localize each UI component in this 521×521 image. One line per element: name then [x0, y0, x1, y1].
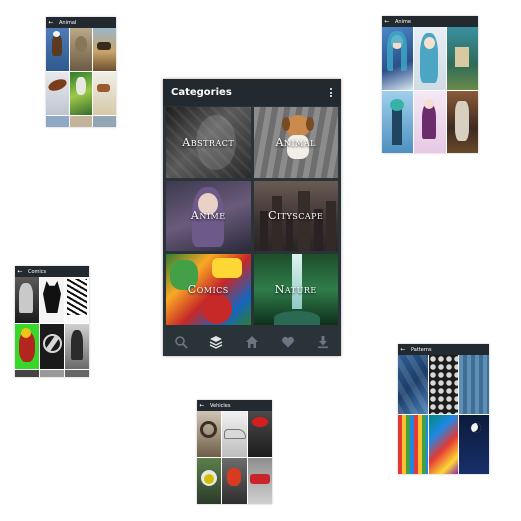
thumbnail-vehicle-4[interactable]: [197, 458, 222, 504]
thumbnail-anime-6[interactable]: [446, 90, 478, 153]
mini-title: Comics: [28, 268, 47, 275]
thumbnail-partial: [15, 370, 39, 377]
thumbnail-comic-5[interactable]: [40, 323, 64, 370]
mini-title: Animal: [59, 19, 77, 26]
thumbnail-pattern-4[interactable]: [398, 415, 428, 474]
mini-screen-vehicles: ← Vehicles: [197, 400, 272, 504]
thumbnail-vehicle-5[interactable]: [222, 458, 247, 504]
heart-icon[interactable]: [278, 332, 298, 352]
layers-icon[interactable]: [206, 332, 226, 352]
main-screen-categories: Categories Abstract Animal Anime: [163, 79, 341, 356]
category-tile-animal[interactable]: Animal: [253, 107, 338, 178]
mini-screen-comics: ← Comics: [15, 266, 89, 377]
thumbnail-horse[interactable]: [93, 28, 116, 72]
mini-app-bar: ← Patterns: [398, 344, 489, 355]
thumbnail-pattern-5[interactable]: [428, 415, 459, 474]
thumbnail-anime-4[interactable]: [382, 90, 414, 153]
thumbnail-anime-5[interactable]: [414, 90, 446, 153]
mini-app-bar: ← Animal: [46, 17, 116, 28]
thumbnail-comic-6[interactable]: [65, 323, 89, 370]
category-label: Abstract: [182, 135, 235, 149]
thumbnail-owl[interactable]: [69, 28, 93, 72]
thumbnail-anime-3[interactable]: [446, 27, 478, 90]
category-tile-nature[interactable]: Nature: [253, 254, 338, 325]
thumbnail-pattern-3[interactable]: [459, 355, 489, 414]
thumbnail-partial: [93, 116, 116, 127]
thumbnail-parrot[interactable]: [69, 72, 93, 116]
thumbnail-comic-4[interactable]: [15, 323, 39, 370]
back-arrow-icon[interactable]: ←: [17, 268, 23, 275]
mini-title: Anime: [395, 18, 411, 25]
mini-screen-animal: ← Animal: [46, 17, 116, 127]
thumbnail-partial: [40, 370, 64, 377]
category-label: Comics: [187, 283, 229, 297]
thumbnail-pattern-1[interactable]: [398, 355, 428, 414]
thumbnail-grid: [197, 411, 272, 504]
category-tile-anime[interactable]: Anime: [166, 180, 251, 252]
back-arrow-icon[interactable]: ←: [199, 402, 205, 409]
thumbnail-comic-3[interactable]: [65, 277, 89, 323]
download-icon[interactable]: [313, 332, 333, 352]
home-icon[interactable]: [242, 332, 262, 352]
search-icon[interactable]: [171, 332, 191, 352]
category-label: Nature: [274, 283, 317, 297]
category-label: Animal: [275, 135, 316, 149]
thumbnail-pattern-2[interactable]: [428, 355, 459, 414]
category-label: Anime: [190, 209, 226, 223]
category-grid: Abstract Animal Anime Cityscape: [166, 107, 338, 325]
mini-screen-patterns: ← Patterns: [398, 344, 489, 474]
mini-app-bar: ← Comics: [15, 266, 89, 277]
back-arrow-icon[interactable]: ←: [400, 346, 406, 353]
thumbnail-antelope[interactable]: [93, 72, 116, 116]
thumbnail-vehicle-3[interactable]: [247, 411, 272, 457]
thumbnail-comic-1[interactable]: [15, 277, 39, 323]
back-arrow-icon[interactable]: ←: [384, 18, 390, 25]
thumbnail-anime-1[interactable]: [382, 27, 414, 90]
category-label: Cityscape: [268, 209, 324, 223]
overflow-menu-icon[interactable]: [329, 88, 333, 97]
mini-app-bar: ← Anime: [382, 16, 478, 27]
thumbnail-vehicle-2[interactable]: [222, 411, 247, 457]
thumbnail-partial: [69, 116, 93, 127]
thumbnail-grid: [382, 27, 478, 153]
category-tile-comics[interactable]: Comics: [166, 254, 251, 325]
thumbnail-grid: [46, 28, 116, 127]
mini-title: Vehicles: [210, 402, 231, 409]
category-tile-abstract[interactable]: Abstract: [166, 107, 251, 178]
category-tile-cityscape[interactable]: Cityscape: [253, 180, 338, 252]
thumbnail-anime-2[interactable]: [414, 27, 446, 90]
thumbnail-pattern-6[interactable]: [459, 415, 489, 474]
thumbnail-eagle[interactable]: [46, 28, 69, 72]
bottom-navigation: [163, 327, 341, 356]
thumbnail-grid: [15, 277, 89, 377]
thumbnail-vehicle-1[interactable]: [197, 411, 222, 457]
mini-screen-anime: ← Anime: [382, 16, 478, 153]
page-title: Categories: [171, 87, 232, 98]
thumbnail-vehicle-6[interactable]: [247, 458, 272, 504]
mini-app-bar: ← Vehicles: [197, 400, 272, 411]
thumbnail-comic-2[interactable]: [40, 277, 64, 323]
thumbnail-grid: [398, 355, 489, 474]
thumbnail-partial: [46, 116, 69, 127]
mini-title: Patterns: [411, 346, 432, 353]
thumbnail-partial: [65, 370, 89, 377]
back-arrow-icon[interactable]: ←: [48, 19, 54, 26]
thumbnail-hawk[interactable]: [46, 72, 69, 116]
app-bar: Categories: [163, 79, 341, 106]
